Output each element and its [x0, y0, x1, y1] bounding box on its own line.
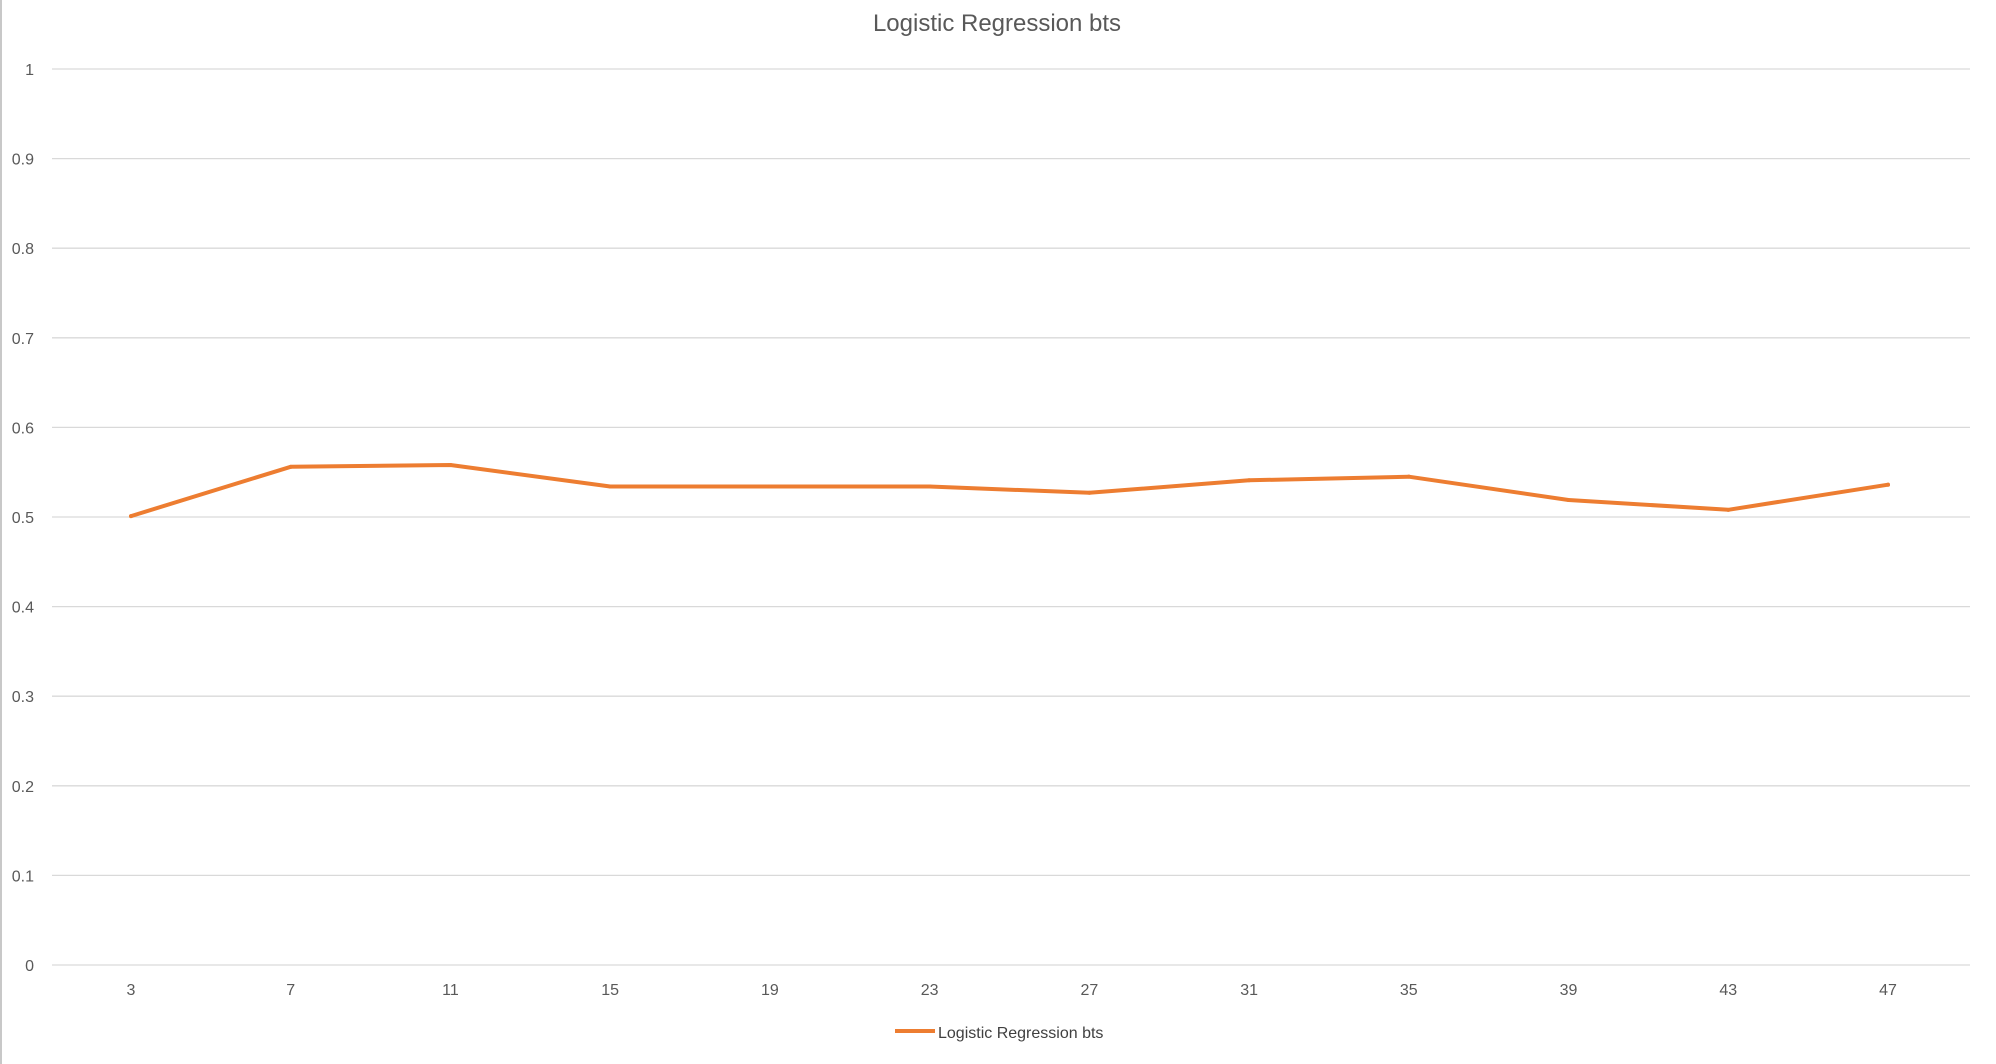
data-point	[129, 514, 133, 519]
chart-title: Logistic Regression bts	[873, 10, 1121, 37]
x-tick-label: 43	[1719, 982, 1737, 999]
data-point	[1406, 474, 1411, 479]
data-point	[767, 484, 772, 489]
data-point	[1566, 497, 1571, 502]
data-point	[608, 484, 613, 489]
y-tick-label: 0.5	[12, 510, 34, 527]
x-tick-label: 27	[1080, 982, 1098, 999]
y-axis-tick-labels: 0 0.1 0.2 0.3 0.4 0.5 0.6 0.7 0.8 0.9 1	[12, 62, 34, 975]
x-tick-label: 23	[921, 982, 939, 999]
x-tick-label: 47	[1879, 982, 1897, 999]
x-tick-label: 19	[761, 982, 779, 999]
x-tick-label: 39	[1560, 982, 1578, 999]
x-tick-label: 11	[442, 982, 459, 999]
data-point	[1087, 490, 1092, 495]
x-tick-label: 31	[1240, 982, 1258, 999]
x-tick-label: 3	[127, 982, 136, 999]
legend: Logistic Regression bts	[895, 1025, 1103, 1042]
x-tick-label: 15	[601, 982, 619, 999]
data-point	[288, 464, 293, 469]
y-tick-label: 0.8	[12, 241, 34, 258]
data-point	[1886, 482, 1890, 487]
series-line	[129, 463, 1890, 519]
y-tick-label: 0.7	[12, 331, 34, 348]
legend-label: Logistic Regression bts	[938, 1025, 1103, 1042]
y-tick-label: 0	[25, 958, 34, 975]
x-axis-tick-labels: 3 7 11 15 19 23 27 31 35 39 43 47	[127, 982, 1897, 999]
data-point	[1726, 507, 1731, 512]
y-tick-label: 0.3	[12, 689, 34, 706]
y-tick-label: 0.6	[12, 420, 34, 437]
y-tick-label: 1	[25, 62, 34, 79]
x-tick-label: 35	[1400, 982, 1418, 999]
data-point	[1247, 478, 1252, 483]
y-tick-label: 0.4	[12, 600, 34, 617]
x-tick-label: 7	[286, 982, 295, 999]
series-lines	[129, 463, 1890, 519]
y-tick-label: 0.9	[12, 152, 34, 169]
data-point	[448, 463, 453, 468]
y-tick-label: 0.2	[12, 779, 34, 796]
y-tick-label: 0.1	[12, 868, 34, 885]
gridlines	[52, 68, 1970, 966]
data-point	[927, 484, 932, 489]
